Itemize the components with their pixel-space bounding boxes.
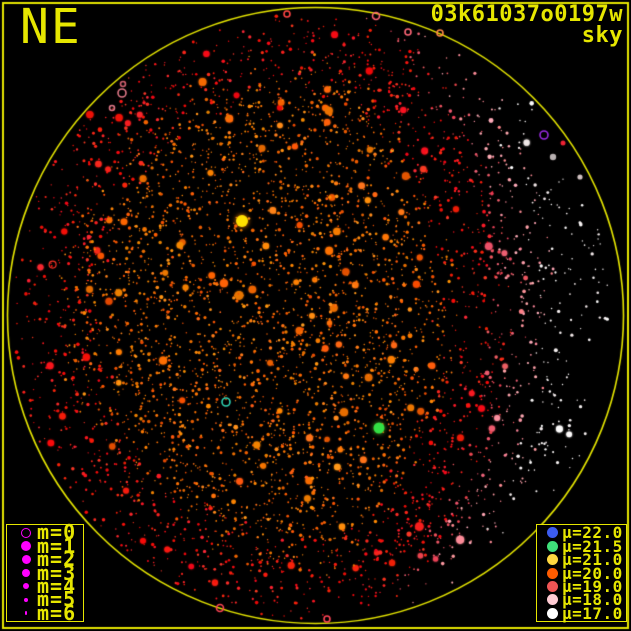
magnitude-legend-entry: m=3	[15, 560, 83, 585]
magnitude-ring-icon	[21, 527, 31, 538]
mu-dot-icon	[547, 607, 558, 619]
mu-label: μ=18.0	[562, 590, 623, 610]
mu-dot-icon	[547, 594, 558, 606]
mu-symbol-icon	[543, 540, 562, 552]
magnitude-label: m=3	[37, 560, 77, 585]
magnitude-dot-icon	[23, 583, 29, 590]
magnitude-label: m=4	[37, 573, 77, 598]
orientation-label: NE	[20, 0, 82, 55]
magnitude-symbol-icon	[15, 555, 37, 565]
magnitude-symbol-icon	[15, 541, 37, 552]
mu-label: μ=21.0	[562, 550, 623, 570]
magnitude-dot-icon	[23, 597, 29, 602]
magnitude-legend-entry: m=5	[15, 587, 83, 612]
magnitude-label: m=0	[37, 520, 77, 545]
mu-dot-icon	[547, 527, 558, 539]
magnitude-dot-icon	[21, 541, 31, 552]
magnitude-symbol-icon	[15, 597, 37, 602]
mu-legend-entry: μ=20.0	[543, 563, 626, 583]
magnitude-label: m=6	[37, 600, 77, 625]
mu-dot-icon	[547, 580, 558, 592]
mu-symbol-icon	[543, 554, 562, 566]
mu-label: μ=21.5	[562, 536, 623, 556]
mu-symbol-icon	[543, 527, 562, 539]
mu-legend-entry: μ=22.0	[543, 523, 626, 543]
magnitude-symbol-icon	[15, 527, 37, 538]
mu-label: μ=17.0	[562, 603, 623, 623]
mu-dot-icon	[547, 540, 558, 552]
magnitude-legend-entry: m=2	[15, 547, 83, 572]
magnitude-dot-icon	[21, 555, 31, 565]
magnitude-label: m=2	[37, 547, 77, 572]
magnitude-symbol-icon	[15, 569, 37, 577]
magnitude-dot-icon	[22, 569, 30, 577]
mu-legend-entry: μ=18.0	[543, 590, 626, 610]
plot-title: 03k61037o0197w	[430, 2, 623, 27]
mu-dot-icon	[547, 567, 558, 579]
mu-legend-entry: μ=19.0	[543, 576, 626, 596]
title-block: 03k61037o0197w sky	[430, 2, 623, 48]
mu-symbol-icon	[543, 567, 562, 579]
mu-legend: μ=22.0 μ=21.5 μ=21.0 μ=20.0 μ=19.0 μ=18.0 μ=17…	[536, 524, 627, 622]
magnitude-symbol-icon	[15, 583, 37, 590]
magnitude-legend-entry: m=6	[15, 600, 83, 625]
plot-subtitle: sky	[581, 23, 623, 48]
magnitude-dot-icon	[24, 611, 28, 616]
mu-symbol-icon	[543, 594, 562, 606]
mu-label: μ=20.0	[562, 563, 623, 583]
magnitude-legend-entry: m=4	[15, 573, 83, 598]
magnitude-label: m=5	[37, 587, 77, 612]
magnitude-label: m=1	[37, 533, 77, 558]
mu-legend-entry: μ=21.5	[543, 536, 626, 556]
magnitude-legend-entry: m=1	[15, 533, 83, 558]
mu-symbol-icon	[543, 607, 562, 619]
magnitude-legend-entry: m=0	[15, 520, 83, 545]
mu-label: μ=22.0	[562, 523, 623, 543]
mu-label: μ=19.0	[562, 576, 623, 596]
mu-dot-icon	[547, 554, 558, 566]
mu-legend-entry: μ=21.0	[543, 550, 626, 570]
magnitude-symbol-icon	[15, 611, 37, 616]
mu-symbol-icon	[543, 580, 562, 592]
magnitude-legend: m=0 m=1 m=2 m=3 m=4 m=5 m=6	[6, 520, 84, 625]
mu-legend-entry: μ=17.0	[543, 603, 626, 623]
